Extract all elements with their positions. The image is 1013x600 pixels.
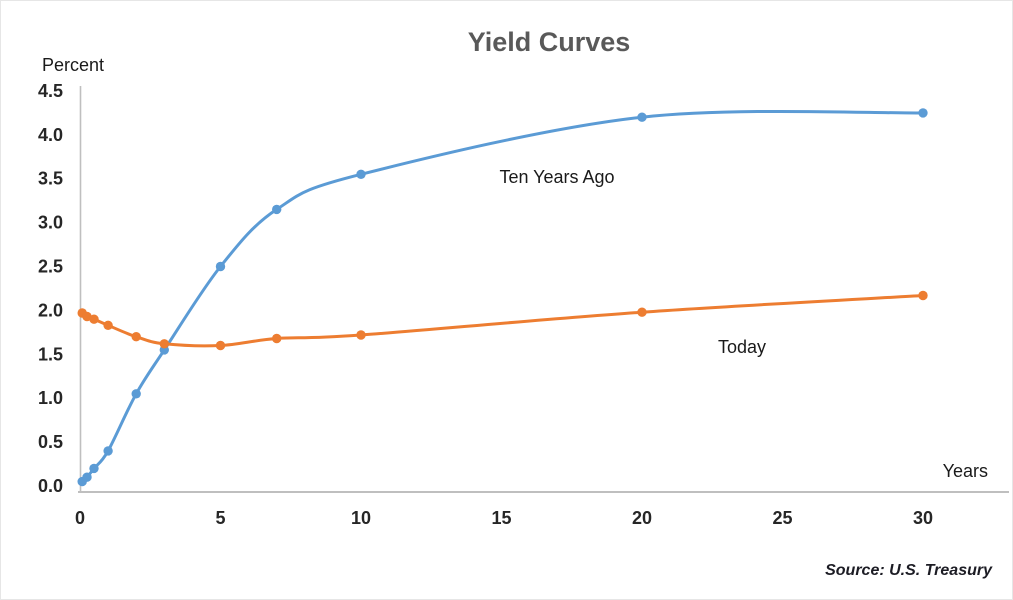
x-tick-label: 20 <box>632 508 652 528</box>
data-point-ten-years-ago <box>103 446 113 456</box>
series-line-ten-years-ago <box>80 109 925 484</box>
y-tick-label: 1.5 <box>38 344 63 364</box>
chart-title: Yield Curves <box>467 27 631 57</box>
y-axis-unit-label: Percent <box>42 55 105 75</box>
x-tick-label: 0 <box>75 508 85 528</box>
data-point-ten-years-ago <box>637 112 647 122</box>
y-tick-label: 4.0 <box>38 125 63 145</box>
y-tick-label: 1.0 <box>38 388 63 408</box>
x-tick-label: 25 <box>772 508 792 528</box>
y-tick-label: 2.5 <box>38 257 63 277</box>
x-tick-label: 5 <box>215 508 225 528</box>
y-tick-label: 0.0 <box>38 476 63 496</box>
data-point-ten-years-ago <box>272 204 282 215</box>
data-point-ten-years-ago <box>89 463 99 474</box>
y-tick-label: 4.5 <box>38 81 63 101</box>
data-point-today <box>159 339 169 349</box>
series-annotation-today: Today <box>717 337 767 357</box>
y-tick-label: 3.5 <box>38 169 63 189</box>
source-note: Source: U.S. Treasury <box>825 562 992 579</box>
x-tick-label: 10 <box>351 508 371 528</box>
data-point-ten-years-ago <box>82 472 92 482</box>
series-line-today <box>80 294 925 348</box>
series-annotation-ten-years-ago: Ten Years Ago <box>499 167 615 187</box>
x-tick-label: 15 <box>491 508 511 528</box>
data-point-today <box>272 333 282 344</box>
data-point-today <box>918 290 928 301</box>
data-point-today <box>89 314 99 324</box>
data-point-today <box>131 332 141 342</box>
x-tick-label: 30 <box>913 508 933 528</box>
data-point-ten-years-ago <box>131 389 141 399</box>
y-tick-label: 0.5 <box>38 432 63 452</box>
y-tick-label: 2.0 <box>38 300 63 320</box>
data-point-ten-years-ago <box>215 261 226 272</box>
data-point-ten-years-ago <box>918 108 928 118</box>
data-point-ten-years-ago <box>356 169 366 179</box>
data-point-today <box>103 320 113 330</box>
data-point-today <box>356 330 366 340</box>
y-tick-label: 3.0 <box>38 213 63 233</box>
data-point-today <box>215 340 226 351</box>
x-axis-unit-label: Years <box>942 461 988 481</box>
data-point-today <box>637 307 647 317</box>
